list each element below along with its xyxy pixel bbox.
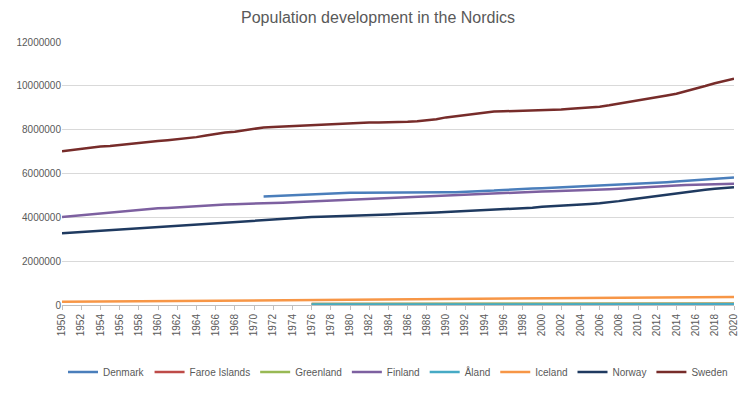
svg-text:2020: 2020	[728, 314, 739, 337]
svg-text:2012: 2012	[651, 314, 662, 337]
svg-text:1958: 1958	[133, 314, 144, 337]
svg-text:Norway: Norway	[613, 367, 647, 378]
svg-text:Iceland: Iceland	[535, 367, 567, 378]
svg-text:1964: 1964	[191, 314, 202, 337]
svg-text:1988: 1988	[421, 314, 432, 337]
svg-text:Finland: Finland	[387, 367, 420, 378]
svg-text:1984: 1984	[383, 314, 394, 337]
svg-text:1956: 1956	[114, 314, 125, 337]
svg-text:2000: 2000	[536, 314, 547, 337]
svg-text:2014: 2014	[671, 314, 682, 337]
svg-text:Denmark: Denmark	[103, 367, 145, 378]
svg-text:2016: 2016	[690, 314, 701, 337]
svg-text:2018: 2018	[709, 314, 720, 337]
svg-text:0: 0	[55, 300, 61, 311]
svg-text:Population development in the: Population development in the Nordics	[241, 9, 515, 26]
svg-text:Sweden: Sweden	[691, 367, 727, 378]
svg-text:1998: 1998	[517, 314, 528, 337]
svg-text:2008: 2008	[613, 314, 624, 337]
svg-text:12000000: 12000000	[17, 37, 62, 48]
svg-text:1970: 1970	[248, 314, 259, 337]
svg-text:1990: 1990	[440, 314, 451, 337]
svg-text:1980: 1980	[344, 314, 355, 337]
svg-text:2002: 2002	[555, 314, 566, 337]
svg-text:1960: 1960	[152, 314, 163, 337]
svg-text:Faroe Islands: Faroe Islands	[190, 367, 251, 378]
svg-text:1986: 1986	[402, 314, 413, 337]
svg-text:2006: 2006	[594, 314, 605, 337]
svg-text:1972: 1972	[267, 314, 278, 337]
svg-text:1950: 1950	[56, 314, 67, 337]
svg-text:1968: 1968	[229, 314, 240, 337]
svg-text:1978: 1978	[325, 314, 336, 337]
svg-text:2010: 2010	[632, 314, 643, 337]
svg-text:1976: 1976	[306, 314, 317, 337]
svg-text:Åland: Åland	[465, 366, 491, 378]
svg-text:4000000: 4000000	[22, 212, 61, 223]
svg-text:2000000: 2000000	[22, 256, 61, 267]
svg-text:Greenland: Greenland	[295, 367, 342, 378]
svg-text:1996: 1996	[498, 314, 509, 337]
svg-text:6000000: 6000000	[22, 168, 61, 179]
svg-text:1982: 1982	[363, 314, 374, 337]
svg-text:2004: 2004	[575, 314, 586, 337]
svg-text:1994: 1994	[479, 314, 490, 337]
svg-text:1974: 1974	[287, 314, 298, 337]
svg-text:1966: 1966	[210, 314, 221, 337]
svg-text:1962: 1962	[171, 314, 182, 337]
svg-text:10000000: 10000000	[17, 80, 62, 91]
svg-text:8000000: 8000000	[22, 124, 61, 135]
svg-text:1954: 1954	[95, 314, 106, 337]
svg-text:1992: 1992	[459, 314, 470, 337]
svg-text:1952: 1952	[75, 314, 86, 337]
